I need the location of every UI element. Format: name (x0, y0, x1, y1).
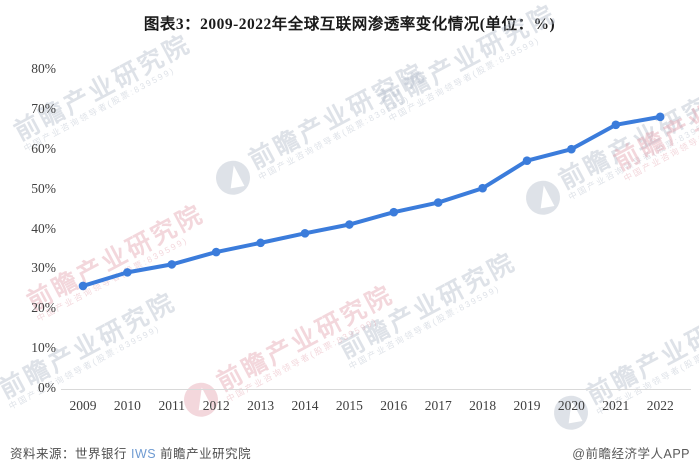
data-point (655, 112, 665, 122)
data-point (345, 220, 354, 229)
y-tick-label: 70% (31, 100, 56, 116)
x-tick-label: 2014 (291, 398, 319, 413)
source-link-iws[interactable]: IWS (130, 447, 157, 461)
x-tick-label: 2016 (380, 398, 408, 413)
x-axis-line (61, 389, 691, 390)
data-point (522, 156, 532, 166)
source-note: 资料来源：世界银行 IWS 前瞻产业研究院 (10, 443, 251, 462)
y-tick-label: 0% (38, 380, 56, 395)
x-tick-label: 2010 (113, 398, 141, 413)
data-point (389, 207, 399, 217)
data-point (300, 228, 310, 238)
x-tick-label: 2009 (69, 398, 97, 413)
y-tick-label: 40% (31, 220, 56, 236)
y-tick-label: 20% (31, 300, 56, 316)
y-tick-label: 60% (31, 140, 56, 156)
y-tick-label: 30% (31, 260, 56, 276)
x-tick-label: 2022 (646, 398, 674, 413)
x-tick-label: 2011 (158, 398, 186, 413)
x-tick-label: 2019 (513, 398, 541, 413)
data-point (211, 247, 221, 257)
chart-title: 图表3：2009-2022年全球互联网渗透率变化情况(单位：%) (143, 16, 556, 33)
data-point (256, 238, 265, 248)
x-tick-label: 2018 (469, 398, 497, 413)
x-tick-label: 2020 (557, 398, 585, 413)
source-prefix: 资料来源：世界银行 (10, 447, 131, 461)
x-tick-label: 2021 (602, 398, 630, 413)
y-tick-label: 50% (31, 180, 56, 196)
data-point (78, 281, 88, 291)
x-tick-label: 2017 (424, 398, 452, 413)
data-point (567, 144, 576, 154)
series-line (81, 114, 663, 288)
x-tick-label: 2012 (202, 398, 230, 413)
data-point (611, 120, 621, 130)
data-point (478, 183, 487, 193)
data-point (167, 260, 177, 269)
y-tick-label: 10% (31, 340, 56, 356)
x-tick-label: 2015 (335, 398, 363, 413)
data-point (123, 268, 132, 277)
credit-note: @前瞻经济学人APP (572, 447, 690, 461)
y-tick-label: 80% (31, 61, 56, 76)
data-point (433, 198, 443, 207)
x-tick-label: 2013 (247, 398, 275, 413)
source-suffix: 前瞻产业研究院 (156, 447, 252, 461)
